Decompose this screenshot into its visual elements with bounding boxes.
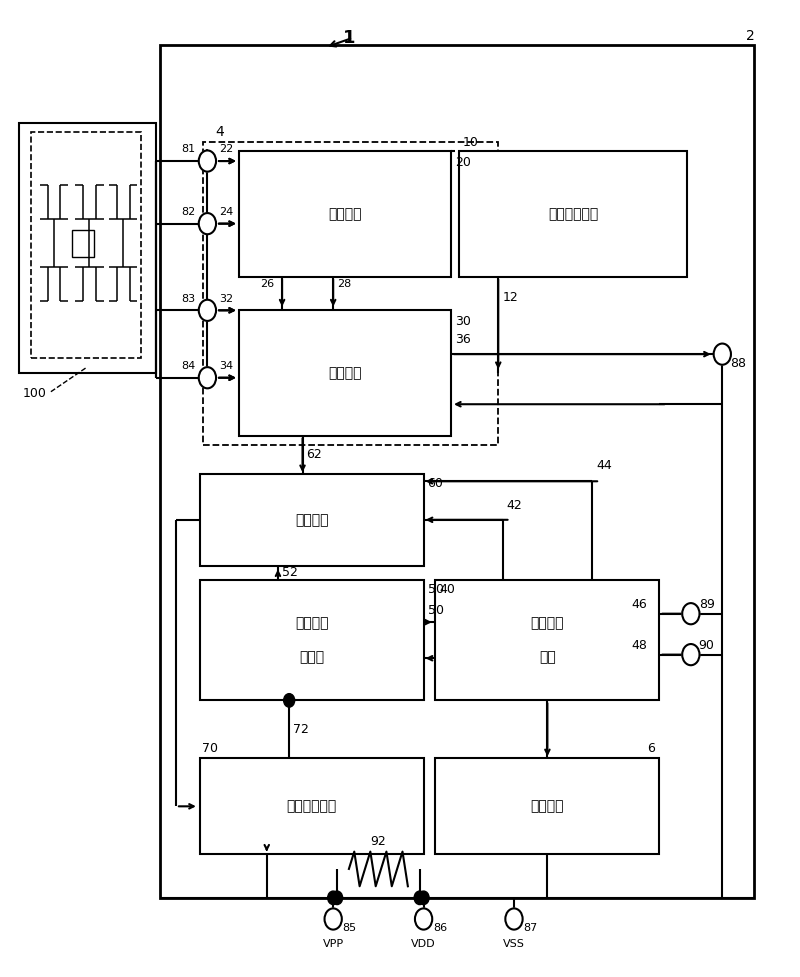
Circle shape [418,891,429,905]
Text: 50: 50 [427,583,443,596]
Text: 串行接口: 串行接口 [530,616,564,630]
Bar [199,580,423,701]
Text: 电路: 电路 [539,651,556,664]
Text: 12: 12 [502,291,518,304]
Bar [459,151,687,276]
Text: 44: 44 [596,458,612,472]
Bar [435,758,659,855]
Text: 22: 22 [219,145,234,154]
Text: 34: 34 [219,361,234,371]
Circle shape [198,367,216,388]
Circle shape [325,909,342,929]
Text: 电平判定电路: 电平判定电路 [286,799,337,813]
Circle shape [284,694,294,707]
Text: 20: 20 [455,156,471,169]
Text: 6: 6 [648,743,655,755]
Bar [72,231,94,257]
Bar [18,122,156,373]
Text: 32: 32 [219,293,234,304]
Text: 87: 87 [523,922,538,933]
Bar [239,151,451,276]
Circle shape [714,344,731,364]
Circle shape [506,909,522,929]
Text: 60: 60 [427,477,443,489]
Text: 42: 42 [506,499,522,512]
Text: 30: 30 [455,316,471,328]
Bar [239,311,451,436]
Text: 89: 89 [698,598,714,611]
Text: 基准电压电路: 基准电压电路 [548,207,598,221]
Bar [203,142,498,446]
Bar [199,758,423,855]
Text: 电源电路: 电源电路 [530,799,564,813]
Text: 70: 70 [202,743,218,755]
Circle shape [332,891,342,905]
Circle shape [682,603,699,624]
Circle shape [328,891,338,905]
Text: 26: 26 [260,278,274,289]
Text: 84: 84 [182,361,196,371]
Bar [199,474,423,566]
Text: 81: 81 [182,145,196,154]
Text: 62: 62 [306,448,322,461]
Text: 24: 24 [219,207,234,217]
Text: VSS: VSS [503,939,525,949]
Bar [30,132,141,359]
Text: 驱动电路: 驱动电路 [328,207,362,221]
Text: 检测电路: 检测电路 [328,366,362,380]
Circle shape [198,150,216,172]
Text: 28: 28 [337,278,351,289]
Bar [435,580,659,701]
Text: 40: 40 [439,583,455,596]
Text: 10: 10 [463,136,478,149]
Text: 100: 100 [22,387,46,401]
Text: 非易失性: 非易失性 [295,616,328,630]
Text: 88: 88 [730,357,746,370]
Circle shape [415,909,432,929]
Text: 50: 50 [427,605,443,617]
Text: 85: 85 [342,922,357,933]
Text: 4: 4 [215,125,224,139]
Text: 2: 2 [746,28,754,43]
Text: 83: 83 [182,293,196,304]
Circle shape [414,891,425,905]
Text: 52: 52 [282,567,298,579]
Circle shape [198,300,216,320]
Text: 86: 86 [433,922,447,933]
Text: 1: 1 [342,28,355,47]
Text: 调整电路: 调整电路 [295,513,328,527]
Text: 48: 48 [632,639,648,652]
Text: VPP: VPP [322,939,344,949]
Text: 90: 90 [698,639,714,652]
Text: 92: 92 [370,834,386,848]
Circle shape [682,644,699,665]
Text: 36: 36 [455,333,470,347]
Circle shape [198,213,216,234]
Text: 82: 82 [182,207,196,217]
Text: 46: 46 [632,598,648,611]
Bar [160,46,754,898]
Text: 存储器: 存储器 [299,651,324,664]
Text: VDD: VDD [411,939,436,949]
Text: 72: 72 [293,723,309,736]
